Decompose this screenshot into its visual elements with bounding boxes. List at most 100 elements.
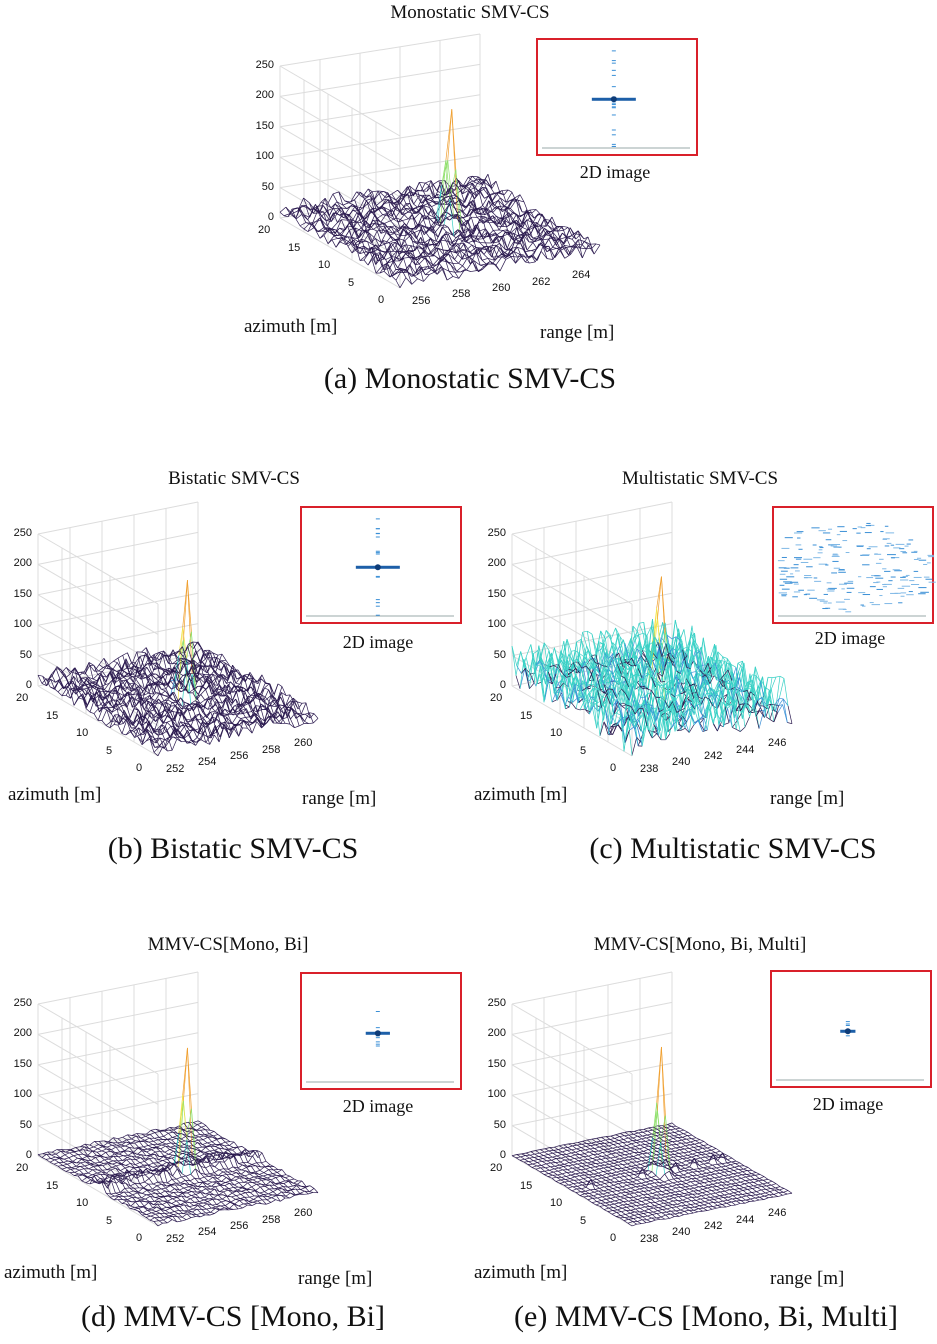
mesh-segment: [382, 205, 387, 213]
mesh-segment: [207, 699, 212, 708]
mesh-segment: [586, 247, 593, 250]
z-tick-label: 150: [13, 587, 32, 600]
mesh-segment: [327, 239, 333, 244]
mesh-segment: [397, 196, 404, 202]
mesh-segment: [507, 248, 512, 251]
grid-line: [37, 563, 159, 635]
mesh-segment: [301, 214, 307, 223]
mesh-segment: [551, 652, 557, 674]
mesh-segment: [145, 652, 150, 659]
mesh-segment: [551, 216, 557, 227]
mesh-segment: [218, 694, 224, 696]
mesh-segment: [406, 245, 412, 253]
mesh-segment: [168, 649, 174, 657]
mesh-segment: [214, 712, 220, 723]
mesh-segment: [417, 190, 422, 204]
mesh-segment: [224, 708, 230, 715]
mesh-segment: [483, 245, 491, 255]
mesh-segment: [534, 226, 539, 233]
mesh-segment: [564, 254, 571, 259]
mesh-segment: [175, 733, 180, 736]
mesh-segment: [364, 210, 372, 227]
mesh-segment: [215, 727, 221, 738]
mesh-segment: [540, 242, 546, 248]
mesh-segment: [141, 673, 146, 680]
mesh-segment: [156, 683, 161, 695]
mesh-segment: [510, 220, 515, 225]
mesh-segment: [391, 250, 398, 258]
mesh-segment: [352, 209, 358, 213]
mesh-segment: [446, 250, 451, 252]
mesh-segment: [164, 655, 169, 664]
mesh-segment: [472, 182, 479, 192]
mesh-segment: [149, 657, 154, 671]
mesh-segment: [221, 721, 226, 724]
mesh-segment: [493, 237, 498, 244]
mesh-segment: [477, 215, 482, 218]
mesh-segment: [176, 662, 181, 674]
mesh-segment: [244, 695, 249, 706]
mesh-segment: [197, 642, 202, 649]
mesh-segment: [440, 239, 447, 242]
mesh-segment: [161, 724, 166, 728]
mesh-segment: [373, 244, 378, 250]
mesh-segment: [113, 724, 119, 726]
mesh-segment: [273, 697, 278, 702]
mesh-segment: [157, 714, 162, 717]
mesh-segment: [149, 654, 155, 666]
mesh-segment: [442, 268, 448, 281]
mesh-segment: [440, 257, 445, 262]
mesh-segment: [131, 695, 137, 706]
mesh-segment: [132, 705, 137, 708]
mesh-segment: [289, 694, 295, 703]
mesh-segment: [559, 238, 565, 244]
mesh-segment: [445, 215, 452, 219]
mesh-segment: [167, 655, 173, 665]
mesh-segment: [145, 677, 151, 686]
mesh-segment: [349, 229, 354, 246]
mesh-segment: [396, 246, 402, 252]
mesh-segment: [477, 235, 482, 240]
mesh-segment: [492, 230, 498, 235]
mesh-segment: [200, 723, 205, 728]
mesh-segment: [195, 694, 201, 697]
mesh-segment: [299, 207, 305, 215]
mesh-segment: [294, 712, 300, 726]
mesh-segment: [110, 714, 116, 722]
mesh-segment: [462, 255, 469, 267]
mesh-segment: [132, 688, 139, 696]
mesh-segment: [380, 226, 386, 234]
mesh-segment: [178, 708, 184, 717]
mesh-segment: [154, 683, 159, 686]
mesh-segment: [494, 200, 499, 206]
mesh-segment: [496, 206, 501, 210]
mesh-segment: [338, 208, 344, 218]
mesh-segment: [166, 670, 172, 673]
mesh-segment: [300, 715, 305, 722]
mesh-segment: [188, 641, 193, 645]
mesh-segment: [399, 206, 405, 213]
mesh-segment: [279, 206, 287, 213]
mesh-segment: [234, 687, 240, 693]
mesh-segment: [364, 220, 370, 225]
mesh-segment: [63, 682, 69, 689]
mesh-segment: [580, 247, 587, 250]
mesh-segment: [213, 712, 219, 715]
mesh-segment: [146, 722, 151, 726]
mesh-segment: [411, 210, 416, 214]
mesh-segment: [327, 225, 332, 230]
mesh-segment: [463, 228, 469, 241]
mesh-segment: [157, 733, 163, 736]
mesh-segment: [413, 275, 418, 279]
mesh-segment: [339, 234, 345, 240]
mesh-segment: [244, 691, 250, 704]
mesh-segment: [378, 225, 386, 228]
mesh-segment: [540, 239, 546, 247]
mesh-segment: [344, 205, 352, 215]
azimuth-axis-label: azimuth [m]: [244, 316, 338, 337]
mesh-segment: [303, 214, 309, 221]
mesh-segment: [477, 238, 484, 240]
mesh-segment: [308, 712, 314, 724]
mesh-segment: [218, 674, 224, 679]
mesh-segment: [441, 160, 447, 185]
